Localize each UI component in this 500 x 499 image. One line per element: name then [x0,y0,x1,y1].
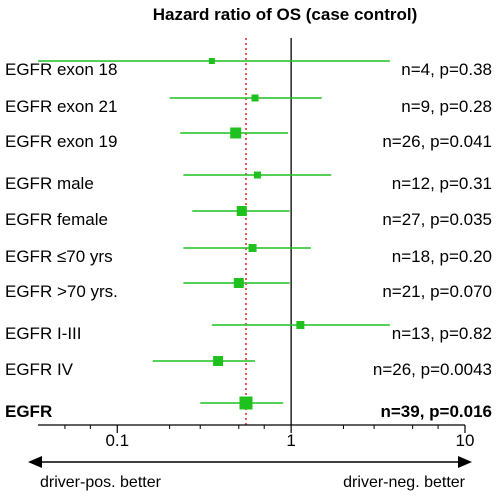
row-label: EGFR exon 21 [5,97,117,116]
row-stats: n=4, p=0.38 [401,60,492,79]
forest-rows: EGFR exon 18 n=4, p=0.38 EGFR exon 21 n=9, … [5,58,492,421]
hazard-ratio-marker [251,94,259,102]
row-label: EGFR IV [5,360,74,379]
row-stats: n=13, p=0.82 [392,324,492,343]
forest-row: EGFR IV n=26, p=0.0043 [5,356,492,379]
hazard-ratio-marker [239,396,253,410]
forest-row: EGFR ≤70 yrs n=18, p=0.20 [5,244,492,266]
reference-lines [245,38,292,425]
row-label: EGFR exon 18 [5,60,117,79]
row-stats: n=12, p=0.31 [392,174,492,193]
hazard-ratio-marker [230,127,242,139]
direction-arrow [28,456,472,468]
row-label: EGFR [5,402,52,421]
forest-row: EGFR exon 21 n=9, p=0.28 [5,94,492,116]
x-tick-label: 0.1 [105,431,129,450]
hazard-ratio-marker [208,58,215,64]
x-tick-label: 10 [456,431,475,450]
hazard-ratio-marker [213,356,224,366]
row-stats: n=26, p=0.0043 [373,360,492,379]
direction-left-label: driver-pos. better [40,474,162,491]
forest-row: EGFR >70 yrs. n=21, p=0.070 [5,278,492,301]
hazard-ratio-marker [296,321,305,329]
hazard-ratio-marker [236,206,247,216]
hazard-ratio-marker [248,244,257,252]
forest-row: EGFR male n=12, p=0.31 [5,171,492,193]
arrow-right-head [458,456,472,468]
row-stats: n=9, p=0.28 [401,97,492,116]
arrow-left-head [28,456,42,468]
forest-row: EGFR exon 19 n=26, p=0.041 [5,127,492,151]
row-stats: n=26, p=0.041 [382,132,492,151]
row-label: EGFR >70 yrs. [5,282,118,301]
x-axis: 0.1 1 10 [38,424,475,450]
forest-row: EGFR exon 18 n=4, p=0.38 [5,58,492,79]
row-label: EGFR I-III [5,324,82,343]
row-label: EGFR ≤70 yrs [5,247,113,266]
x-tick-label: 1 [286,431,295,450]
row-label: EGFR male [5,174,94,193]
row-stats: n=39, p=0.016 [380,402,492,421]
direction-right-label: driver-neg. better [343,474,466,491]
row-stats: n=21, p=0.070 [382,282,492,301]
hazard-ratio-marker [253,171,261,179]
row-label: EGFR exon 19 [5,132,117,151]
chart-title: Hazard ratio of OS (case control) [153,5,418,24]
row-stats: n=18, p=0.20 [392,247,492,266]
row-label: EGFR female [5,210,108,229]
forest-row: EGFR I-III n=13, p=0.82 [5,321,492,343]
hazard-ratio-marker [233,278,244,288]
row-stats: n=27, p=0.035 [382,210,492,229]
forest-row: EGFR female n=27, p=0.035 [5,206,492,229]
forest-row: EGFR n=39, p=0.016 [5,396,492,421]
